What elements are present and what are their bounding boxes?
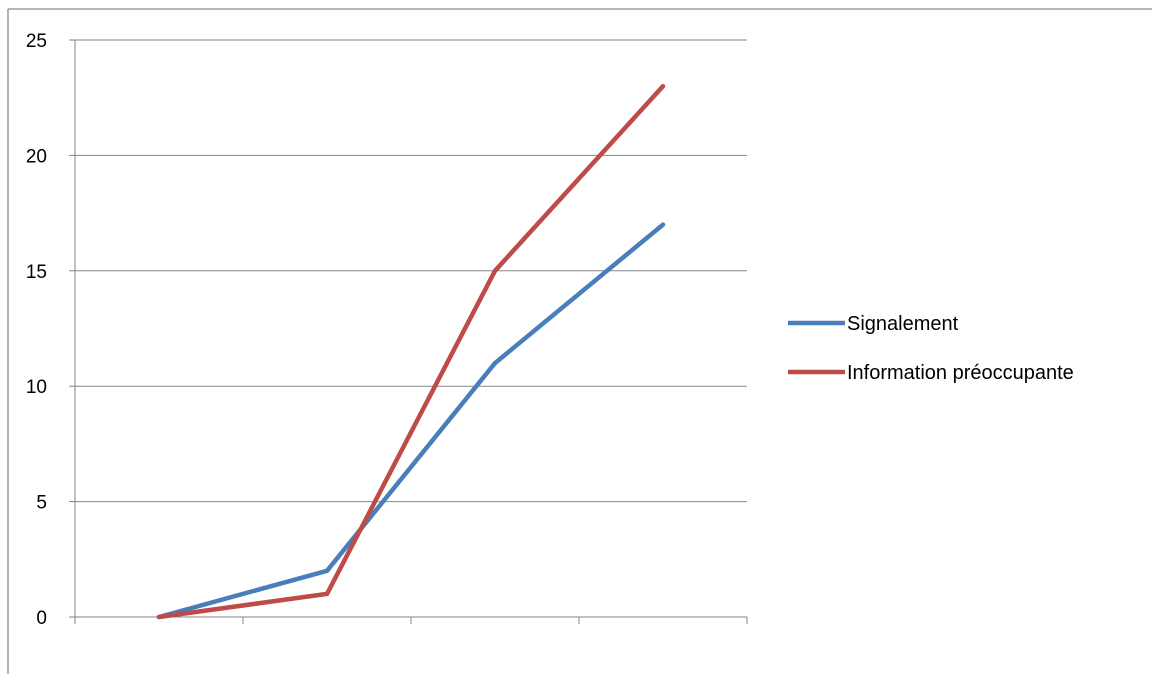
series-lines — [156, 83, 666, 620]
y-tick-label: 25 — [26, 31, 47, 52]
y-tick-label: 10 — [26, 377, 47, 398]
y-tick-label: 0 — [36, 608, 47, 629]
y-tick-label: 15 — [26, 262, 47, 283]
x-tick-marks — [74, 617, 748, 624]
legend-item: Signalement — [788, 313, 959, 335]
legend-label: Signalement — [847, 313, 959, 335]
axes — [74, 40, 747, 618]
legend-item: Information préoccupante — [788, 362, 1074, 384]
y-tick-label: 20 — [26, 146, 47, 167]
y-tick-labels: 0 5 10 15 20 25 — [26, 31, 75, 629]
gridlines — [75, 39, 747, 503]
legend-label: Information préoccupante — [847, 362, 1074, 384]
series-line-information-preoccupante — [156, 83, 666, 620]
y-tick-label: 5 — [36, 493, 47, 514]
series-line-signalement — [156, 222, 666, 620]
legend: Signalement Information préoccupante — [788, 313, 1074, 384]
